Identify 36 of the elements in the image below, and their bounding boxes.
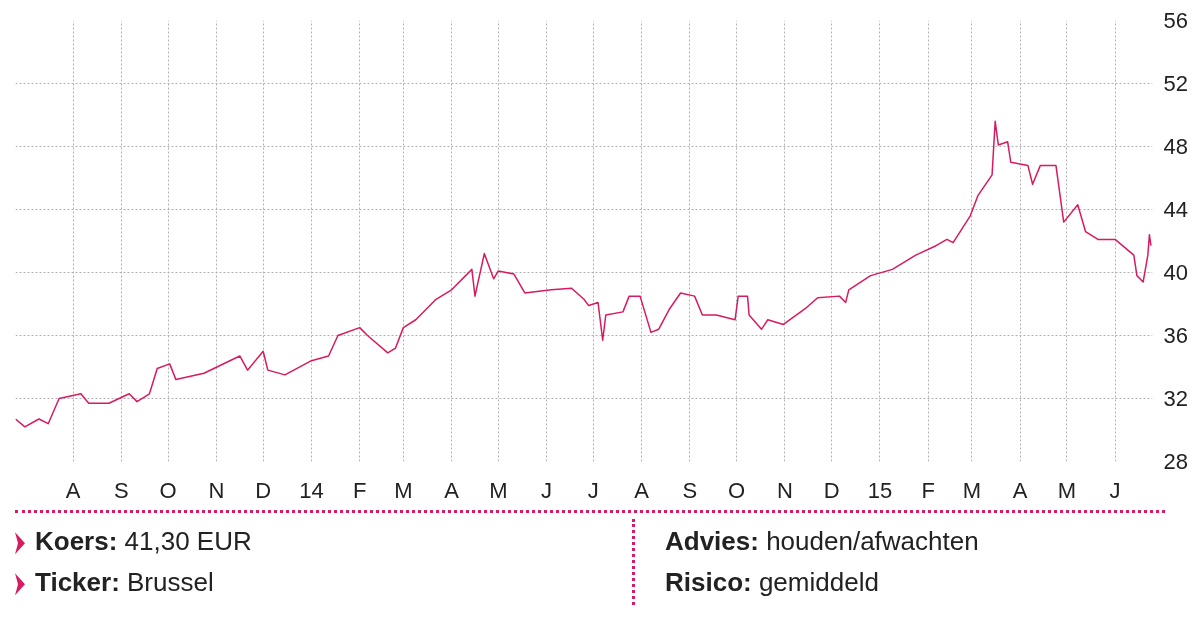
x-tick-label: D bbox=[823, 477, 840, 503]
x-tick-label: F bbox=[921, 477, 935, 503]
x-tick-label: O bbox=[728, 477, 746, 503]
x-tick-label: A bbox=[444, 477, 460, 503]
x-tick-label: S bbox=[114, 477, 129, 503]
y-tick-label: 56 bbox=[1163, 8, 1188, 33]
x-tick-label: A bbox=[634, 477, 650, 503]
text: Risico: gemiddeld bbox=[665, 566, 880, 600]
y-tick-label: 28 bbox=[1163, 449, 1188, 474]
x-tick-label: M bbox=[962, 477, 981, 503]
x-tick-label: M bbox=[394, 477, 413, 503]
x-tick-label: N bbox=[208, 477, 225, 503]
text: Advies: houden/afwachten bbox=[665, 525, 979, 558]
x-tick-label: J bbox=[541, 477, 553, 503]
x-tick-label: S bbox=[682, 477, 698, 503]
x-tick-label: M bbox=[1057, 477, 1076, 503]
x-tick-label: 14 bbox=[299, 477, 324, 503]
text: Koers: 41,30 EUR bbox=[34, 525, 253, 558]
y-tick-label: 36 bbox=[1163, 323, 1188, 348]
x-tick-label: M bbox=[489, 477, 508, 503]
y-tick-label: 40 bbox=[1163, 260, 1188, 285]
text: Ticker: Brussel bbox=[34, 566, 215, 600]
line-series bbox=[15, 120, 1152, 428]
x-tick-label: J bbox=[1109, 477, 1121, 503]
x-tick-label: O bbox=[159, 477, 177, 503]
y-tick-label: 52 bbox=[1163, 71, 1188, 96]
x-tick-label: N bbox=[776, 477, 793, 503]
y-tick-label: 32 bbox=[1163, 386, 1188, 411]
y-tick-label: 48 bbox=[1163, 134, 1188, 159]
x-tick-label: A bbox=[65, 477, 81, 503]
x-tick-label: A bbox=[1012, 477, 1028, 503]
x-tick-label: D bbox=[255, 477, 272, 503]
y-tick-label: 44 bbox=[1163, 197, 1188, 222]
x-tick-label: 15 bbox=[867, 477, 893, 503]
x-tick-label: J bbox=[587, 477, 599, 503]
x-tick-label: F bbox=[353, 477, 367, 503]
